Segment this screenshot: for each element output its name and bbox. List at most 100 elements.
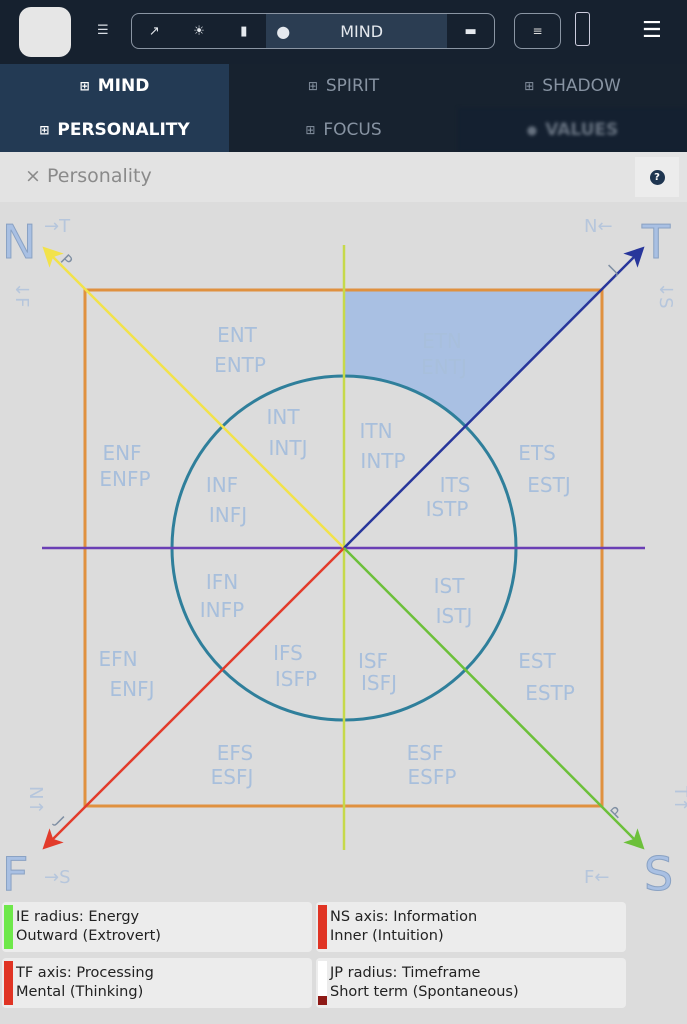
mode-selector: ↗ ☀ ▮ ● MIND ▬ — [131, 13, 495, 49]
chip-icon: ⊞ — [307, 79, 318, 93]
corner-hint: ↓S — [655, 282, 676, 309]
highlight-region-etn — [344, 290, 602, 426]
region-label-efn: ENFJ — [110, 677, 155, 701]
corner-f: F — [2, 847, 28, 901]
yellow-arrow — [42, 246, 345, 549]
help-button[interactable]: ? — [635, 157, 679, 197]
region-label-isf: ISF — [358, 649, 388, 673]
region-label-ifn: IFN — [206, 570, 238, 594]
corner-hint: →S — [44, 867, 71, 888]
mode-label: MIND — [340, 21, 384, 41]
region-label-inf: INFJ — [209, 503, 247, 527]
legend-value: Inner (Intuition) — [330, 928, 444, 944]
chip-icon: ⊞ — [79, 79, 90, 93]
region-label-itn: INTP — [360, 449, 405, 473]
region-label-isf: ISFJ — [361, 671, 397, 695]
sort-icon: ≡ — [532, 24, 543, 38]
region-label-enf: ENFP — [99, 467, 150, 491]
tab-spirit[interactable]: ⊞ SPIRIT — [229, 64, 458, 108]
corner-hint: ↓F — [11, 282, 32, 307]
region-label-est: ESTP — [525, 681, 575, 705]
blue-arrow — [343, 246, 645, 549]
legend-title: NS axis: Information — [330, 909, 478, 925]
level-indicator — [318, 905, 327, 949]
grid-icon[interactable]: ▬ — [464, 23, 477, 39]
corner-s: S — [644, 847, 673, 901]
tab-bar: ⊞ MIND ⊞ SPIRIT ⊞ SHADOW ⊞ PERSONALITY ⊞ FOCU… — [0, 64, 687, 152]
region-label-etn: ENTJ — [421, 355, 467, 379]
region-label-efs: EFS — [217, 741, 253, 765]
region-label-enf: ENF — [102, 441, 141, 465]
mind-icon: ● — [276, 21, 291, 41]
chip-icon: ⊞ — [524, 79, 535, 93]
tab-values[interactable]: ● VALUES — [458, 108, 687, 152]
region-label-itn: ITN — [359, 419, 392, 443]
section-title: Personality — [46, 165, 152, 187]
level-indicator — [4, 905, 13, 949]
corner-hint: →T — [44, 216, 71, 237]
region-label-esf: ESF — [407, 741, 444, 765]
corner-n: N — [2, 215, 36, 269]
region-label-ist: IST — [434, 574, 466, 598]
tab-label: SPIRIT — [325, 76, 380, 96]
tab-personality[interactable]: ⊞ PERSONALITY — [0, 108, 229, 152]
tab-label: MIND — [97, 76, 150, 96]
tab-focus[interactable]: ⊞ FOCUS — [229, 108, 458, 152]
battery-icon — [575, 12, 590, 46]
corner-hint: N← — [584, 216, 613, 237]
region-label-efn: EFN — [98, 647, 137, 671]
region-label-ent: ENTP — [214, 353, 266, 377]
legend-card-jp[interactable]: JP radius: Timeframe Short term (Spontane… — [316, 958, 626, 1008]
legend-value: Outward (Extrovert) — [16, 928, 161, 944]
legend-card-tf[interactable]: TF axis: Processing Mental (Thinking) — [2, 958, 312, 1008]
corner-t: T — [641, 215, 671, 269]
tab-label: FOCUS — [323, 120, 382, 140]
corner-hint: N↑ — [25, 786, 46, 815]
legend-title: TF axis: Processing — [16, 965, 154, 981]
person-icon[interactable]: ▮ — [240, 23, 248, 39]
corner-hint: F← — [584, 867, 609, 888]
red-arrow — [42, 547, 345, 850]
legend-value: Mental (Thinking) — [16, 984, 144, 1000]
tab-shadow[interactable]: ⊞ SHADOW — [458, 64, 687, 108]
region-label-ifs: ISFP — [275, 667, 317, 691]
region-label-est: EST — [518, 649, 556, 673]
tab-label: VALUES — [545, 120, 619, 140]
legend-card-ie[interactable]: IE radius: Energy Outward (Extrovert) — [2, 902, 312, 952]
chip-icon: ⊞ — [39, 123, 50, 137]
app-logo[interactable] — [19, 7, 71, 57]
region-label-ifs: IFS — [273, 641, 303, 665]
region-label-ets: ETS — [518, 441, 556, 465]
sun-icon[interactable]: ☀ — [193, 23, 205, 39]
dot-icon: ● — [526, 123, 538, 137]
region-label-ist: ISTJ — [436, 604, 473, 628]
region-label-ets: ESTJ — [527, 473, 570, 497]
region-label-esf: ESFP — [408, 765, 457, 789]
menu-icon[interactable]: ☰ — [642, 18, 662, 43]
tab-mind[interactable]: ⊞ MIND — [0, 64, 229, 108]
sort-button[interactable]: ≡ — [514, 13, 561, 49]
tab-label: PERSONALITY — [57, 120, 190, 140]
level-indicator — [4, 961, 13, 1005]
region-label-ifn: INFP — [200, 598, 244, 622]
legend-value: Short term (Spontaneous) — [330, 984, 519, 1000]
arrow-tag-p: P — [607, 803, 626, 822]
region-label-its: ITS — [440, 473, 471, 497]
arrow-tag-j: J — [604, 261, 621, 278]
list-icon[interactable]: ☰ — [97, 23, 109, 38]
legend-card-ns[interactable]: NS axis: Information Inner (Intuition) — [316, 902, 626, 952]
region-label-etn: ETN — [422, 329, 462, 353]
legend-title: JP radius: Timeframe — [330, 965, 481, 981]
legend-title: IE radius: Energy — [16, 909, 140, 925]
region-label-its: ISTP — [426, 497, 469, 521]
mode-mind-button[interactable]: ● MIND — [266, 14, 448, 48]
help-icon: ? — [649, 169, 665, 185]
close-button[interactable]: × — [25, 165, 41, 187]
corner-hint: T↑ — [670, 785, 687, 812]
region-label-int: INT — [266, 405, 300, 429]
tab-label: SHADOW — [542, 76, 621, 96]
green-arrow — [343, 547, 645, 850]
region-label-ent: ENT — [217, 323, 258, 347]
trend-icon[interactable]: ↗ — [148, 23, 160, 39]
top-bar: ☰ ↗ ☀ ▮ ● MIND ▬ ≡ ☰ — [0, 0, 687, 64]
